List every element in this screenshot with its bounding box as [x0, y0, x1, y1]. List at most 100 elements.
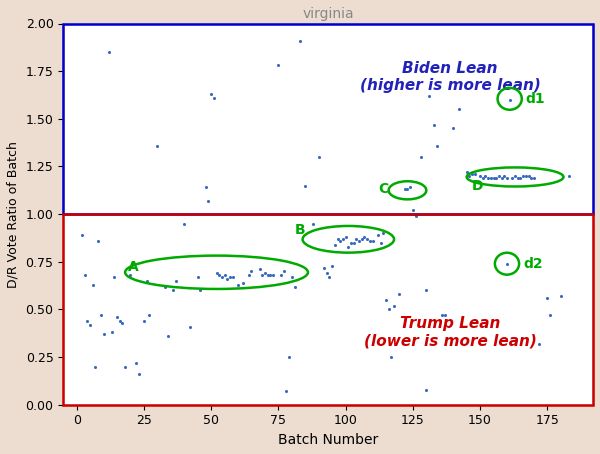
- Y-axis label: D/R Vote Ratio of Batch: D/R Vote Ratio of Batch: [7, 141, 20, 287]
- Point: [244, 271, 254, 279]
- Point: [139, 317, 149, 325]
- Point: [214, 271, 224, 279]
- Point: [365, 237, 374, 244]
- Point: [535, 340, 544, 347]
- Point: [319, 264, 329, 271]
- Point: [521, 173, 530, 180]
- Point: [322, 270, 332, 277]
- Point: [196, 287, 205, 294]
- Point: [152, 142, 162, 149]
- X-axis label: Batch Number: Batch Number: [278, 433, 378, 447]
- Point: [201, 184, 211, 191]
- Point: [545, 311, 555, 319]
- Point: [448, 125, 458, 132]
- Point: [120, 363, 130, 370]
- Point: [424, 92, 434, 99]
- Point: [255, 266, 265, 273]
- Point: [172, 277, 181, 285]
- Point: [524, 173, 533, 180]
- Point: [352, 235, 361, 242]
- Point: [395, 291, 404, 298]
- Point: [454, 106, 463, 113]
- Point: [400, 186, 410, 193]
- Point: [96, 311, 106, 319]
- Point: [349, 239, 358, 247]
- Point: [344, 243, 353, 250]
- Point: [505, 96, 514, 104]
- Point: [341, 233, 350, 241]
- Point: [564, 173, 574, 180]
- Text: C: C: [378, 183, 388, 197]
- Point: [489, 174, 499, 182]
- Point: [266, 271, 275, 279]
- Point: [403, 186, 412, 193]
- Point: [354, 237, 364, 244]
- Point: [145, 311, 154, 319]
- Point: [94, 237, 103, 244]
- Point: [104, 49, 114, 56]
- Point: [497, 174, 506, 182]
- Point: [381, 296, 391, 304]
- Point: [268, 271, 278, 279]
- Point: [422, 287, 431, 294]
- Point: [290, 283, 299, 290]
- Point: [470, 170, 479, 178]
- Point: [373, 232, 383, 239]
- Point: [110, 273, 119, 281]
- Point: [328, 262, 337, 269]
- Point: [494, 173, 504, 180]
- Text: Trump Lean
(lower is more lean): Trump Lean (lower is more lean): [364, 316, 536, 349]
- Point: [107, 329, 116, 336]
- Point: [475, 173, 485, 180]
- Point: [529, 174, 539, 182]
- Point: [91, 363, 100, 370]
- Point: [478, 174, 488, 182]
- Text: d2: d2: [523, 257, 543, 271]
- Point: [134, 370, 143, 378]
- Point: [279, 268, 289, 275]
- Point: [411, 212, 421, 220]
- Text: B: B: [295, 223, 305, 237]
- Point: [437, 311, 447, 319]
- Point: [481, 173, 490, 180]
- Point: [376, 239, 385, 247]
- Point: [333, 235, 343, 242]
- Point: [515, 174, 525, 182]
- Bar: [63, 214, 593, 405]
- Point: [185, 323, 194, 330]
- Point: [228, 273, 238, 281]
- Point: [212, 270, 221, 277]
- Point: [359, 233, 369, 241]
- Point: [389, 302, 399, 309]
- Title: virginia: virginia: [302, 7, 354, 21]
- Point: [338, 235, 348, 242]
- Point: [502, 174, 512, 182]
- Point: [85, 321, 95, 328]
- Point: [128, 260, 138, 267]
- Point: [408, 207, 418, 214]
- Point: [432, 142, 442, 149]
- Point: [88, 281, 98, 288]
- Point: [362, 235, 372, 242]
- Point: [80, 271, 89, 279]
- Point: [179, 220, 189, 227]
- Point: [220, 271, 229, 279]
- Point: [142, 277, 151, 285]
- Point: [203, 197, 213, 204]
- Point: [99, 331, 109, 338]
- Text: A: A: [128, 260, 139, 274]
- Point: [491, 174, 501, 182]
- Point: [301, 182, 310, 189]
- Point: [287, 273, 296, 281]
- Point: [416, 153, 426, 161]
- Point: [274, 62, 283, 69]
- Point: [169, 287, 178, 294]
- Point: [112, 313, 122, 321]
- Point: [193, 273, 202, 281]
- Point: [131, 359, 140, 366]
- Text: d1: d1: [526, 92, 545, 106]
- Point: [430, 121, 439, 128]
- Point: [422, 386, 431, 393]
- Bar: [63, 24, 593, 214]
- Point: [542, 294, 552, 301]
